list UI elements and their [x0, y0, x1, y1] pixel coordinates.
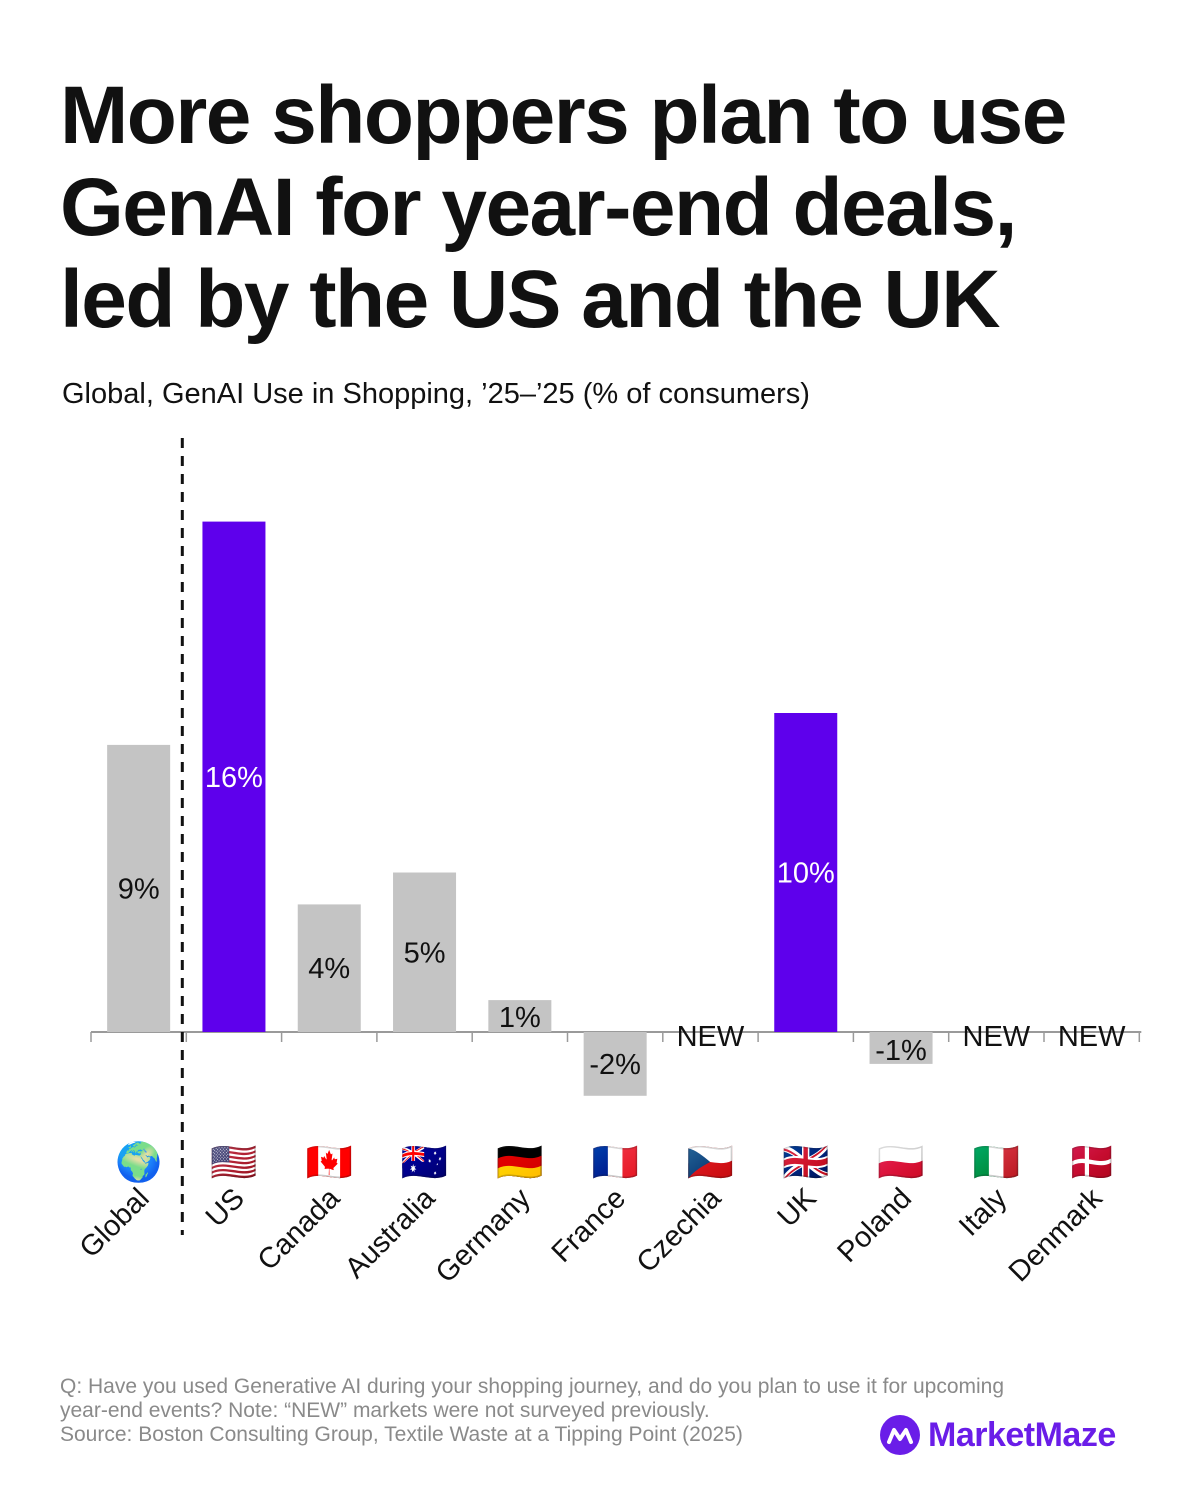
flag-france-icon: 🇫🇷: [591, 1142, 638, 1184]
bar-france: [583, 1032, 647, 1096]
category-label-uk: UK: [772, 1182, 824, 1234]
category-label-denmark: Denmark: [1003, 1182, 1109, 1288]
flag-us-icon: 🇺🇸: [210, 1142, 257, 1184]
data-label-canada: 4%: [308, 953, 350, 985]
brand-name: MarketMaze: [928, 1415, 1116, 1454]
title-line: More shoppers plan to use: [60, 70, 1067, 161]
category-label-global: Global: [74, 1182, 156, 1264]
category-label-canada: Canada: [252, 1182, 347, 1277]
footnote: Q: Have you used Generative AI during yo…: [60, 1375, 1005, 1447]
brand-logo-icon: [880, 1415, 920, 1455]
title-line: GenAI for year-end deals,: [60, 162, 1017, 253]
chart-title: More shoppers plan to use GenAI for year…: [60, 70, 1170, 346]
category-label-italy: Italy: [953, 1182, 1014, 1243]
category-label-us: US: [200, 1182, 251, 1233]
data-label-czechia: NEW: [677, 1021, 745, 1053]
flag-czechia-icon: 🇨🇿: [687, 1142, 734, 1184]
flag-uk-icon: 🇬🇧: [782, 1142, 829, 1184]
bar-us: [202, 521, 266, 1032]
bar-poland: [869, 1032, 933, 1064]
chart-subtitle: Global, GenAI Use in Shopping, ’25–’25 (…: [62, 378, 810, 410]
bar-uk: [774, 713, 838, 1032]
bar-germany: [488, 1000, 552, 1032]
category-label-czechia: Czechia: [631, 1182, 728, 1279]
category-label-poland: Poland: [832, 1182, 918, 1268]
flag-poland-icon: 🇵🇱: [877, 1142, 924, 1184]
data-label-france: -2%: [589, 1049, 641, 1081]
bar-global: [107, 744, 171, 1032]
globe-icon: 🌍: [115, 1140, 162, 1184]
bar-chart: 9% 🌍Global 16% 🇺🇸US 4% 🇨🇦Canada 5% 🇦🇺Australia 1…: [74, 438, 1142, 1289]
bar-australia: [393, 872, 457, 1032]
category-label-australia: Australia: [339, 1182, 442, 1285]
data-label-global: 9%: [118, 873, 160, 905]
survey-question: Q: Have you used Generative AI during yo…: [60, 1375, 1005, 1398]
title-line: led by the US and the UK: [60, 254, 1001, 345]
data-label-germany: 1%: [499, 1002, 541, 1034]
data-label-us: 16%: [205, 762, 263, 794]
data-label-australia: 5%: [404, 937, 446, 969]
flag-canada-icon: 🇨🇦: [306, 1142, 353, 1184]
flag-australia-icon: 🇦🇺: [401, 1140, 448, 1184]
brand: MarketMaze: [880, 1412, 1116, 1458]
data-label-poland: -1%: [875, 1035, 927, 1067]
category-label-france: France: [546, 1182, 632, 1268]
data-label-italy: NEW: [963, 1021, 1031, 1053]
source-note: Source: Boston Consulting Group, Textile…: [60, 1423, 743, 1446]
data-label-uk: 10%: [777, 858, 835, 890]
data-label-denmark: NEW: [1058, 1021, 1126, 1053]
flag-germany-icon: 🇩🇪: [496, 1142, 543, 1184]
flag-italy-icon: 🇮🇹: [973, 1142, 1020, 1184]
category-label-germany: Germany: [430, 1182, 537, 1289]
bar-canada: [297, 904, 361, 1032]
survey-note: year-end events? Note: “NEW” markets wer…: [60, 1399, 710, 1422]
flag-denmark-icon: 🇩🇰: [1068, 1140, 1115, 1184]
